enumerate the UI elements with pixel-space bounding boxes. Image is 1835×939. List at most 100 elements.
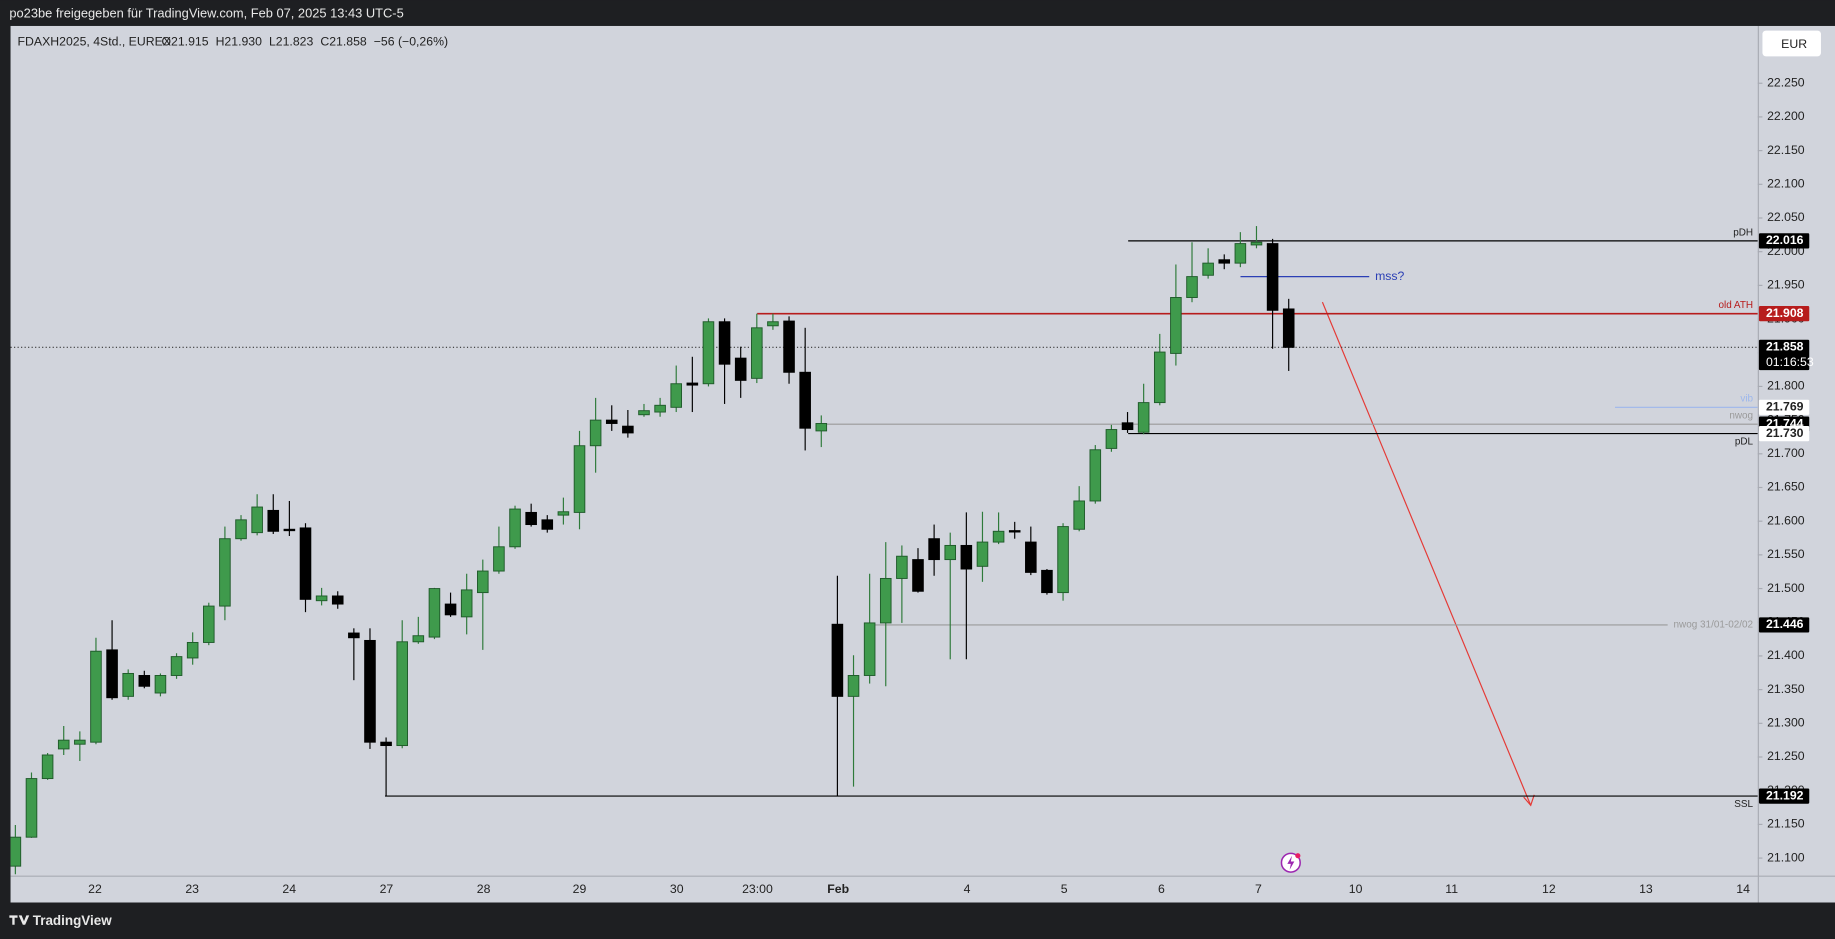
x-tick-label: 6 bbox=[1158, 882, 1165, 896]
x-tick-label: 12 bbox=[1542, 882, 1556, 896]
candle-body bbox=[1170, 297, 1182, 354]
y-tick-label: 21.150 bbox=[1767, 817, 1805, 831]
candle-body bbox=[57, 739, 70, 750]
x-tick-label: 30 bbox=[670, 882, 684, 896]
candle-body bbox=[219, 538, 231, 607]
candle-body bbox=[1218, 259, 1231, 264]
price-tag bbox=[1758, 233, 1810, 249]
candle-body bbox=[1089, 449, 1102, 502]
price-tag-label: 21.446 bbox=[1766, 617, 1804, 631]
x-tick-label: 11 bbox=[1445, 882, 1458, 896]
candle-body bbox=[1282, 308, 1295, 348]
candle-body bbox=[477, 570, 489, 594]
header: po23be freigegeben für TradingView.com, … bbox=[9, 6, 403, 21]
ohlc-value: −56 (−0,26%) bbox=[374, 35, 448, 49]
candle-body bbox=[686, 382, 699, 386]
last-price-label: 21.858 bbox=[1766, 340, 1804, 354]
price-tag bbox=[1758, 788, 1810, 804]
x-tick-label: 14 bbox=[1736, 882, 1750, 896]
candle-body bbox=[767, 321, 779, 327]
candle-body bbox=[90, 650, 102, 743]
y-tick-label: 21.100 bbox=[1767, 850, 1805, 864]
candle-body bbox=[251, 506, 263, 534]
plot bbox=[10, 226, 1758, 875]
candle-body bbox=[396, 641, 408, 747]
price-tag-label: 21.730 bbox=[1766, 426, 1804, 440]
ohlc-value: L21.823 bbox=[269, 35, 314, 49]
candle-body bbox=[299, 527, 312, 600]
y-tick-label: 21.300 bbox=[1767, 716, 1805, 730]
candle-body bbox=[1137, 402, 1150, 433]
candle-body bbox=[460, 589, 473, 618]
candle-body bbox=[364, 639, 376, 743]
x-tick-label: 29 bbox=[573, 882, 587, 896]
y-tick-label: 21.950 bbox=[1767, 278, 1805, 292]
currency-button[interactable] bbox=[1762, 30, 1821, 57]
candle-body bbox=[444, 603, 457, 616]
x-tick-label: 27 bbox=[380, 882, 394, 896]
y-tick-label: 22.150 bbox=[1767, 143, 1805, 157]
candle-body bbox=[186, 641, 199, 659]
candle-body bbox=[331, 595, 344, 605]
x-tick-label: 5 bbox=[1061, 882, 1068, 896]
price-tag-label: 21.769 bbox=[1766, 400, 1804, 414]
y-tick-label: 22.200 bbox=[1767, 109, 1805, 123]
candle-body bbox=[493, 546, 505, 572]
candle-body bbox=[170, 656, 183, 676]
x-tick-label: Feb bbox=[827, 882, 849, 896]
y-tick-label: 21.250 bbox=[1767, 749, 1805, 763]
candle-body bbox=[348, 632, 360, 639]
candle-body bbox=[41, 754, 54, 780]
candle-body bbox=[1025, 541, 1037, 573]
candle-body bbox=[799, 371, 811, 429]
footer: TradingView bbox=[33, 913, 112, 928]
x-tick-label: 23 bbox=[185, 882, 199, 896]
candle-body bbox=[896, 555, 908, 579]
countdown: 01:16:53 bbox=[1766, 355, 1814, 369]
candle-body bbox=[283, 528, 296, 532]
price-tag-label: 22.016 bbox=[1766, 233, 1804, 247]
level-label: nwog 31/01-02/02 bbox=[1674, 620, 1754, 631]
candle-body bbox=[428, 588, 441, 638]
candle-body bbox=[1121, 422, 1134, 431]
candle-body bbox=[557, 511, 570, 516]
candle-body bbox=[718, 321, 731, 365]
y-tick-label: 22.100 bbox=[1767, 177, 1805, 191]
ohlc-value: C21.858 bbox=[320, 35, 367, 49]
currency[interactable]: EUR bbox=[1781, 37, 1807, 51]
candle-body bbox=[879, 577, 892, 624]
x-tick-label: 22 bbox=[88, 882, 102, 896]
x-tick-label: 23:00 bbox=[742, 882, 773, 896]
candle-body bbox=[1041, 569, 1053, 594]
alert-icon bbox=[1280, 852, 1301, 873]
candle-body bbox=[1234, 243, 1247, 264]
ohlc-value: O21.915 bbox=[161, 35, 208, 49]
candle-body bbox=[783, 320, 795, 373]
candle-body bbox=[863, 622, 876, 676]
candle-body bbox=[10, 836, 22, 867]
x-tick-label: 13 bbox=[1639, 882, 1653, 896]
candle-body bbox=[815, 423, 828, 432]
y-tick-label: 21.550 bbox=[1767, 547, 1805, 561]
candle-body bbox=[912, 559, 924, 592]
level-label: pDL bbox=[1735, 436, 1754, 447]
y-tick-label: 21.350 bbox=[1767, 682, 1805, 696]
candle-body bbox=[525, 511, 537, 526]
level-label: SSL bbox=[1734, 799, 1753, 810]
candle-body bbox=[1186, 276, 1198, 298]
candle-body bbox=[1057, 526, 1069, 594]
candle-body bbox=[654, 404, 666, 413]
candle-body bbox=[509, 508, 521, 548]
y-tick-label: 21.600 bbox=[1767, 513, 1805, 527]
y-tick-label: 21.650 bbox=[1767, 480, 1805, 494]
candle-body bbox=[944, 544, 957, 561]
candle-body bbox=[992, 530, 1005, 543]
price-tag bbox=[1758, 425, 1810, 442]
x-tick-label: 7 bbox=[1255, 882, 1262, 896]
candle-body bbox=[25, 778, 38, 838]
candle-body bbox=[734, 357, 747, 381]
candle-body bbox=[380, 741, 392, 747]
candle-body bbox=[638, 410, 650, 416]
y-tick-label: 22.250 bbox=[1767, 75, 1805, 89]
